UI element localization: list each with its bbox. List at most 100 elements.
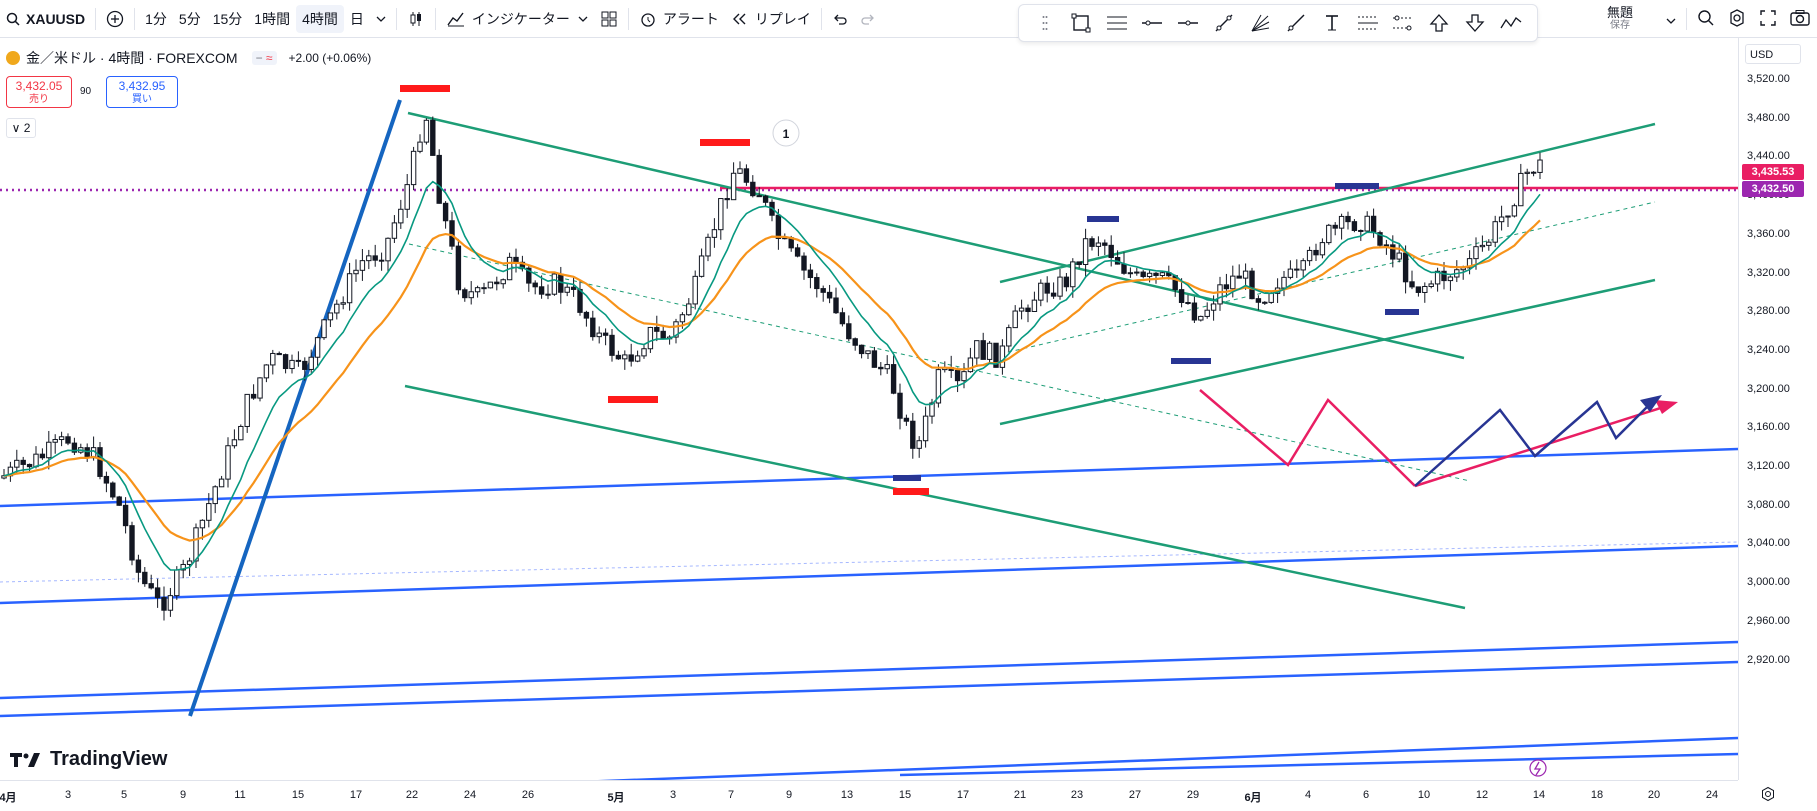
alert-label: アラート bbox=[662, 10, 719, 27]
redo-button[interactable] bbox=[854, 0, 882, 38]
alert-button[interactable]: アラート bbox=[633, 0, 725, 38]
steep-uptrend-line bbox=[188, 99, 402, 717]
chart-legend: 金／米ドル · 4時間 · FOREXCOM − ≈ +2.00 (+0.06%… bbox=[6, 48, 371, 68]
candle-body bbox=[1524, 171, 1530, 174]
ray-tool-icon[interactable] bbox=[1282, 9, 1310, 37]
chevron-icon: ∨ bbox=[11, 121, 21, 135]
interval-1d[interactable]: 日 bbox=[349, 10, 364, 27]
candle-body bbox=[238, 425, 244, 441]
channel-tool-icon[interactable] bbox=[1389, 9, 1417, 37]
symbol-title[interactable]: 金／米ドル · 4時間 · FOREXCOM bbox=[26, 50, 238, 66]
price-tick: 3,480.00 bbox=[1747, 111, 1790, 124]
candle-body bbox=[1185, 301, 1191, 304]
time-axis[interactable]: 4月 3 5 9 11 15 17 22 24 26 5月 3 7 9 13 15 17 21 23 27 29 6月 4 6… bbox=[0, 780, 1738, 811]
candle-body bbox=[1351, 221, 1358, 231]
candle-body bbox=[532, 282, 538, 288]
horizontal-line-icon[interactable] bbox=[1174, 9, 1202, 37]
settings-button[interactable] bbox=[1721, 0, 1753, 38]
candle-body bbox=[526, 267, 532, 284]
symbol-search[interactable]: XAUUSD bbox=[0, 0, 91, 38]
candle-body bbox=[1415, 286, 1422, 293]
templates-button[interactable] bbox=[594, 0, 624, 38]
time-tick: 24 bbox=[1705, 789, 1719, 801]
candle-body bbox=[65, 436, 71, 444]
candle-body bbox=[1377, 232, 1383, 246]
time-tick: 20 bbox=[1647, 789, 1661, 801]
blue-trendline-3 bbox=[0, 640, 1738, 700]
fib-tool-icon[interactable] bbox=[1103, 9, 1131, 37]
interval-dropdown[interactable] bbox=[370, 0, 392, 38]
buy-button[interactable]: 3,432.95 買い bbox=[106, 76, 178, 108]
price-chart[interactable]: 1 bbox=[0, 38, 1738, 780]
undo-button[interactable] bbox=[826, 0, 854, 38]
candle-body bbox=[634, 355, 641, 362]
candle-body bbox=[833, 297, 839, 314]
axis-settings-button[interactable] bbox=[1760, 786, 1776, 807]
candle-body bbox=[1479, 244, 1486, 248]
candle-body bbox=[647, 326, 654, 350]
quick-search-button[interactable] bbox=[1691, 0, 1721, 38]
replay-label: リプレイ bbox=[754, 10, 811, 27]
candle-body bbox=[314, 337, 321, 358]
indicators-collapse-button[interactable]: ∨ 2 bbox=[6, 118, 36, 138]
candle-body bbox=[436, 154, 442, 204]
candle-body bbox=[1434, 270, 1441, 285]
currency-selector[interactable]: USD bbox=[1745, 44, 1801, 64]
interval-5m[interactable]: 5分 bbox=[178, 10, 201, 27]
drag-handle-icon[interactable] bbox=[1031, 9, 1059, 37]
candle-body bbox=[743, 168, 750, 183]
candle-body bbox=[590, 317, 596, 338]
event-icon bbox=[1529, 759, 1547, 777]
candle-body bbox=[206, 503, 212, 521]
arrow-up-icon[interactable] bbox=[1425, 9, 1453, 37]
layout-save-button[interactable]: 無題 保存 bbox=[1580, 0, 1660, 38]
candle-body bbox=[33, 453, 39, 468]
price-range-icon[interactable] bbox=[1354, 9, 1382, 37]
sell-button[interactable]: 3,432.05 売り bbox=[6, 76, 72, 108]
candle-body bbox=[257, 377, 263, 399]
chart-pane[interactable]: 1 bbox=[0, 38, 1738, 780]
candle-body bbox=[1383, 244, 1390, 247]
chart-type-button[interactable] bbox=[401, 0, 431, 38]
brand-name: TradingView bbox=[50, 748, 168, 770]
time-tick: 6 bbox=[1362, 789, 1370, 801]
gann-fan-icon[interactable] bbox=[1246, 9, 1274, 37]
interval-4h[interactable]: 4時間 bbox=[296, 4, 344, 33]
status-toggle[interactable]: − ≈ bbox=[251, 51, 277, 65]
horizontal-ray-icon[interactable] bbox=[1138, 9, 1166, 37]
tradingview-logo[interactable]: TradingView bbox=[10, 748, 167, 771]
trendline-icon[interactable] bbox=[1210, 9, 1238, 37]
chevron-down-icon bbox=[1666, 11, 1676, 27]
candle-body bbox=[1102, 242, 1108, 246]
candle-body bbox=[71, 442, 78, 453]
time-tick: 10 bbox=[1417, 789, 1431, 801]
text-tool-icon[interactable] bbox=[1318, 9, 1346, 37]
arrow-down-icon[interactable] bbox=[1461, 9, 1489, 37]
candle-body bbox=[1313, 249, 1319, 256]
candle-body bbox=[1281, 276, 1287, 289]
path-tool-icon[interactable] bbox=[1497, 9, 1525, 37]
interval-1h[interactable]: 1時間 bbox=[254, 10, 291, 27]
interval-15m[interactable]: 15分 bbox=[212, 10, 243, 27]
rectangle-tool-icon[interactable] bbox=[1067, 9, 1095, 37]
candle-body bbox=[1140, 271, 1146, 278]
compare-button[interactable] bbox=[100, 0, 130, 38]
layout-dropdown[interactable] bbox=[1660, 0, 1682, 38]
fullscreen-button[interactable] bbox=[1753, 0, 1783, 38]
navy-arrowhead bbox=[1640, 395, 1662, 412]
indicators-button[interactable]: インジケーター bbox=[440, 0, 594, 38]
blue-trendline-1 bbox=[0, 447, 1738, 508]
price-tick: 2,960.00 bbox=[1747, 614, 1790, 627]
replay-button[interactable]: リプレイ bbox=[725, 0, 817, 38]
interval-1m[interactable]: 1分 bbox=[145, 10, 167, 27]
candle-body bbox=[916, 440, 922, 449]
snapshot-button[interactable] bbox=[1783, 0, 1817, 38]
time-tick: 3 bbox=[669, 789, 677, 801]
annotation-number: 1 bbox=[783, 127, 790, 141]
green-channel-mid bbox=[408, 243, 1471, 482]
price-tick: 3,320.00 bbox=[1747, 266, 1790, 279]
price-axis[interactable]: USD 3,520.003,480.003,440.003,400.003,36… bbox=[1738, 38, 1817, 780]
candle-body bbox=[263, 364, 270, 379]
candle-body bbox=[1358, 229, 1364, 232]
candle-body bbox=[167, 595, 174, 611]
